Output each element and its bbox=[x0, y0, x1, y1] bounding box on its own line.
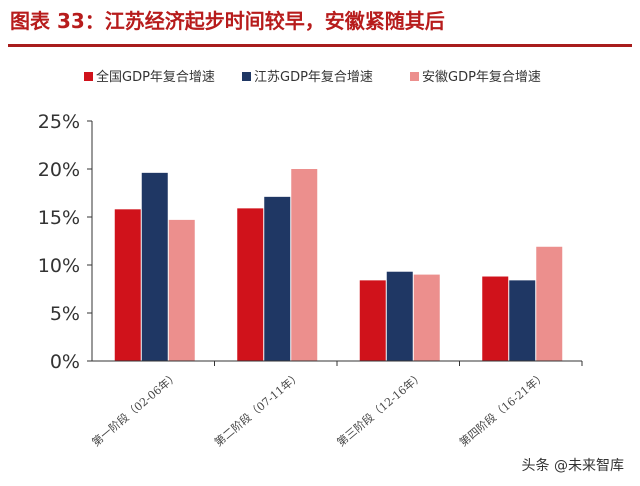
y-tick-label: 5% bbox=[50, 303, 80, 325]
legend: 全国GDP年复合增速 江苏GDP年复合增速 安徽GDP年复合增速 bbox=[84, 69, 541, 85]
legend-swatch-3 bbox=[410, 72, 419, 81]
bar-3-3 bbox=[413, 274, 440, 361]
legend-swatch-1 bbox=[84, 72, 93, 81]
title-underline bbox=[8, 44, 632, 47]
legend-label-3: 安徽GDP年复合增速 bbox=[422, 70, 541, 85]
x-tick-label: 第三阶段（12-16年） bbox=[334, 369, 426, 450]
x-axis: 第一阶段（02-06年） 第二阶段（07-11年） 第三阶段（12-16年） 第四阶段… bbox=[89, 360, 583, 450]
bar-1-2 bbox=[141, 172, 168, 361]
bar-1-3 bbox=[168, 219, 195, 361]
y-tick-label: 15% bbox=[38, 207, 80, 229]
bar-3-1 bbox=[359, 280, 386, 361]
y-tick-label: 20% bbox=[38, 159, 80, 181]
y-tick-label: 0% bbox=[50, 351, 80, 373]
y-axis: 0% 5% 10% 15% 20% 25% bbox=[38, 111, 93, 373]
bar-2-2 bbox=[264, 196, 291, 361]
bar-2-3 bbox=[291, 169, 318, 361]
y-tick-label: 10% bbox=[38, 255, 80, 277]
bar-3-2 bbox=[386, 271, 413, 361]
x-tick-label: 第二阶段（07-11年） bbox=[211, 369, 303, 450]
x-tick-label: 第一阶段（02-06年） bbox=[89, 369, 181, 450]
bar-4-2 bbox=[509, 280, 536, 361]
bar-4-3 bbox=[536, 246, 563, 361]
legend-label-2: 江苏GDP年复合增速 bbox=[254, 69, 373, 85]
y-tick-label: 25% bbox=[38, 111, 80, 133]
bars-group bbox=[114, 169, 563, 361]
bar-2-1 bbox=[237, 208, 264, 361]
bar-4-1 bbox=[482, 276, 509, 361]
legend-label-1: 全国GDP年复合增速 bbox=[96, 69, 215, 85]
x-tick-label: 第四阶段（16-21年） bbox=[456, 369, 548, 450]
watermark: 头条 @未来智库 bbox=[517, 454, 628, 476]
chart-title: 图表 33：江苏经济起步时间较早，安徽紧随其后 bbox=[10, 9, 445, 33]
legend-swatch-2 bbox=[242, 72, 251, 81]
bar-1-1 bbox=[114, 209, 141, 361]
